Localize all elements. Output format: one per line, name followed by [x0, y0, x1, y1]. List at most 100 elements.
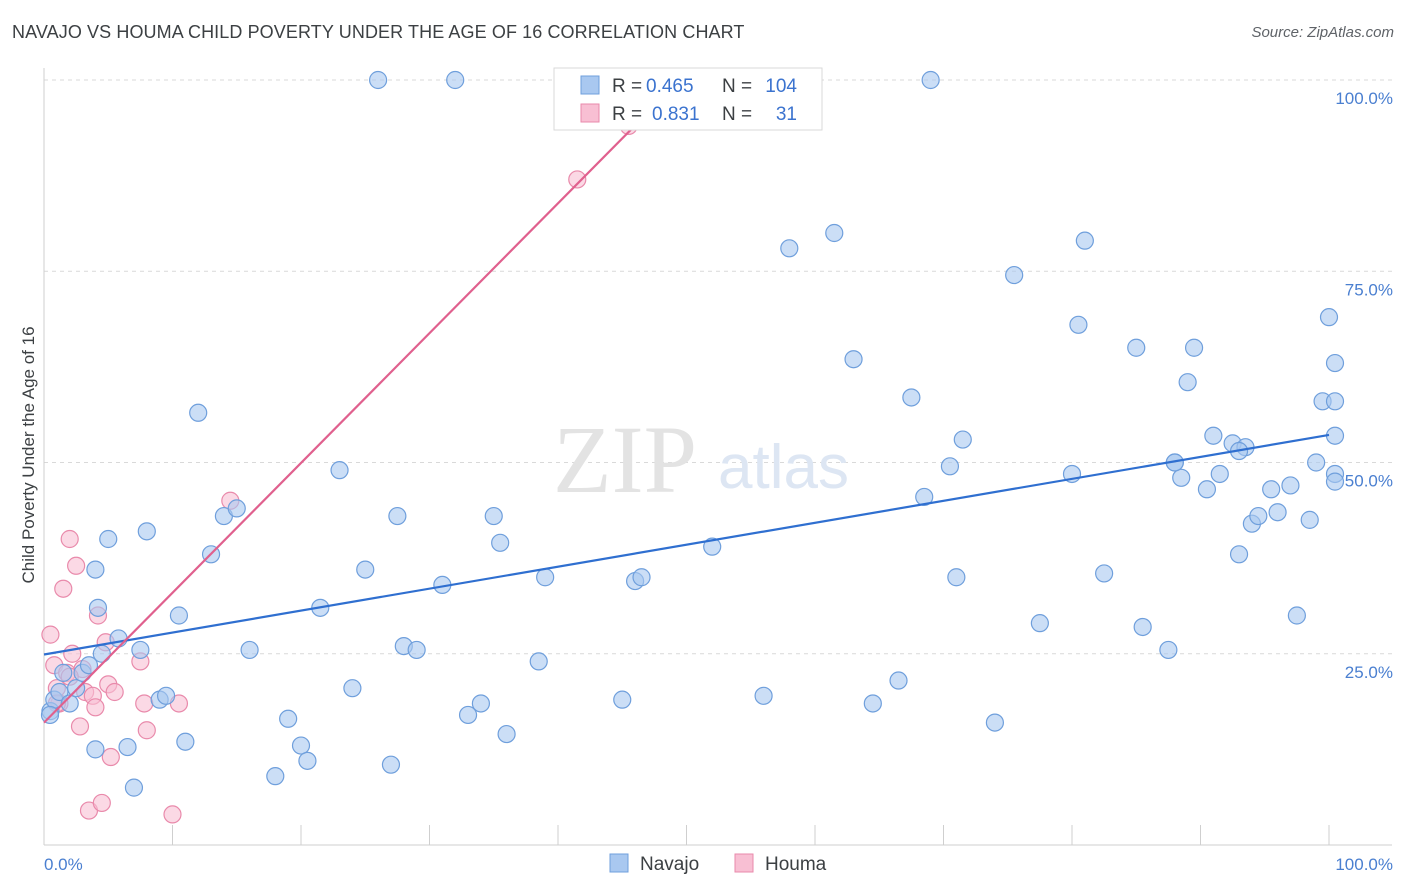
navajo-point: [369, 70, 388, 90]
bottom-legend-houma: Houma: [765, 854, 827, 875]
navajo-point: [529, 652, 548, 671]
navajo-point: [227, 499, 246, 518]
navajo-point: [137, 522, 156, 541]
navajo-point: [356, 560, 375, 579]
navajo-point: [118, 737, 137, 757]
x-tick-label: 0.0%: [44, 855, 83, 874]
navajo-point: [825, 223, 844, 243]
navajo-trend-line: [43, 433, 1330, 656]
chart-title: NAVAJO VS HOUMA CHILD POVERTY UNDER THE …: [12, 22, 745, 42]
navajo-point: [1325, 353, 1345, 373]
houma-point: [41, 625, 60, 644]
navajo-point: [86, 740, 105, 759]
navajo-point: [1287, 606, 1306, 625]
navajo-point: [1319, 308, 1339, 327]
stats-legend: R = 0.465 N = 104 R = 0.831 N = 31: [553, 67, 823, 131]
navajo-point: [60, 694, 79, 713]
navajo-point: [109, 629, 128, 648]
navajo-point: [1075, 231, 1094, 250]
navajo-point: [131, 640, 150, 660]
bottom-legend-swatch-navajo: [609, 853, 629, 873]
navajo-point: [484, 506, 503, 526]
navajo-point: [291, 736, 311, 755]
legend-n-label: N =: [722, 76, 752, 97]
houma-point: [163, 805, 182, 824]
navajo-point: [915, 487, 934, 507]
y-tick-label: 25.0%: [1345, 663, 1393, 682]
navajo-point: [124, 778, 144, 797]
navajo-point: [471, 694, 490, 713]
navajo-point: [1262, 480, 1281, 499]
navajo-series: [40, 70, 1345, 797]
legend-r-value: 0.465: [646, 76, 694, 97]
navajo-point: [54, 663, 73, 682]
navajo-point: [491, 533, 510, 552]
y-tick-label: 75.0%: [1345, 280, 1393, 299]
legend-n-value: 31: [776, 104, 797, 125]
houma-trend-line: [43, 79, 681, 724]
navajo-point: [497, 724, 516, 744]
navajo-point: [169, 606, 189, 625]
houma-point: [101, 747, 120, 767]
navajo-point: [863, 694, 882, 713]
navajo-point: [279, 709, 298, 728]
navajo-point: [1204, 426, 1223, 445]
navajo-point: [1133, 617, 1152, 637]
navajo-point: [1229, 545, 1249, 564]
navajo-point: [86, 560, 105, 579]
navajo-point: [1069, 315, 1088, 334]
y-axis-label: Child Poverty Under the Age of 16: [19, 326, 38, 583]
watermark-atlas: atlas: [718, 433, 849, 502]
navajo-point: [458, 705, 478, 725]
navajo-point: [176, 732, 195, 751]
navajo-point: [947, 568, 966, 587]
legend-r-value: 0.831: [652, 104, 700, 125]
legend-r-label: R =: [612, 104, 642, 125]
navajo-point: [1268, 503, 1287, 522]
legend-n-label: N =: [722, 104, 752, 125]
navajo-point: [343, 679, 362, 698]
houma-point: [70, 717, 90, 736]
navajo-point: [1095, 564, 1114, 583]
houma-point: [86, 698, 105, 717]
bottom-legend-navajo: Navajo: [640, 854, 699, 875]
houma-point: [568, 170, 587, 189]
navajo-point: [156, 686, 176, 705]
watermark-zip: ZIP: [553, 406, 697, 513]
navajo-point: [780, 239, 799, 258]
navajo-point: [1127, 338, 1146, 357]
navajo-point: [844, 350, 863, 369]
navajo-point: [330, 461, 349, 480]
navajo-point: [446, 70, 465, 90]
houma-point: [67, 556, 86, 575]
navajo-point: [298, 751, 317, 770]
navajo-point: [1197, 480, 1217, 499]
navajo-point: [1210, 464, 1229, 484]
bottom-legend-swatch-houma: [734, 853, 754, 873]
y-tick-label: 100.0%: [1335, 89, 1393, 108]
navajo-point: [88, 598, 108, 617]
legend-r-label: R =: [612, 76, 642, 97]
y-tick-label: 50.0%: [1345, 472, 1393, 491]
navajo-point: [381, 755, 401, 774]
navajo-point: [266, 767, 285, 786]
navajo-point: [1030, 614, 1049, 633]
navajo-point: [940, 457, 960, 476]
navajo-point: [1005, 265, 1024, 285]
x-tick-label: 100.0%: [1335, 855, 1393, 874]
navajo-point: [536, 568, 555, 587]
navajo-point: [189, 403, 208, 422]
legend-n-value: 104: [765, 76, 797, 97]
houma-point: [54, 579, 73, 598]
navajo-point: [79, 656, 99, 675]
navajo-point: [67, 679, 86, 698]
houma-point: [92, 793, 111, 813]
houma-point: [137, 721, 156, 740]
source-label: Source: ZipAtlas.com: [1251, 24, 1394, 41]
y-tick-labels: 25.0% 50.0% 75.0% 100.0%: [1335, 89, 1393, 682]
navajo-point: [632, 568, 651, 587]
navajo-point: [1249, 506, 1268, 526]
x-tick-labels: 0.0% 100.0%: [44, 855, 1393, 874]
navajo-point: [1178, 373, 1197, 392]
